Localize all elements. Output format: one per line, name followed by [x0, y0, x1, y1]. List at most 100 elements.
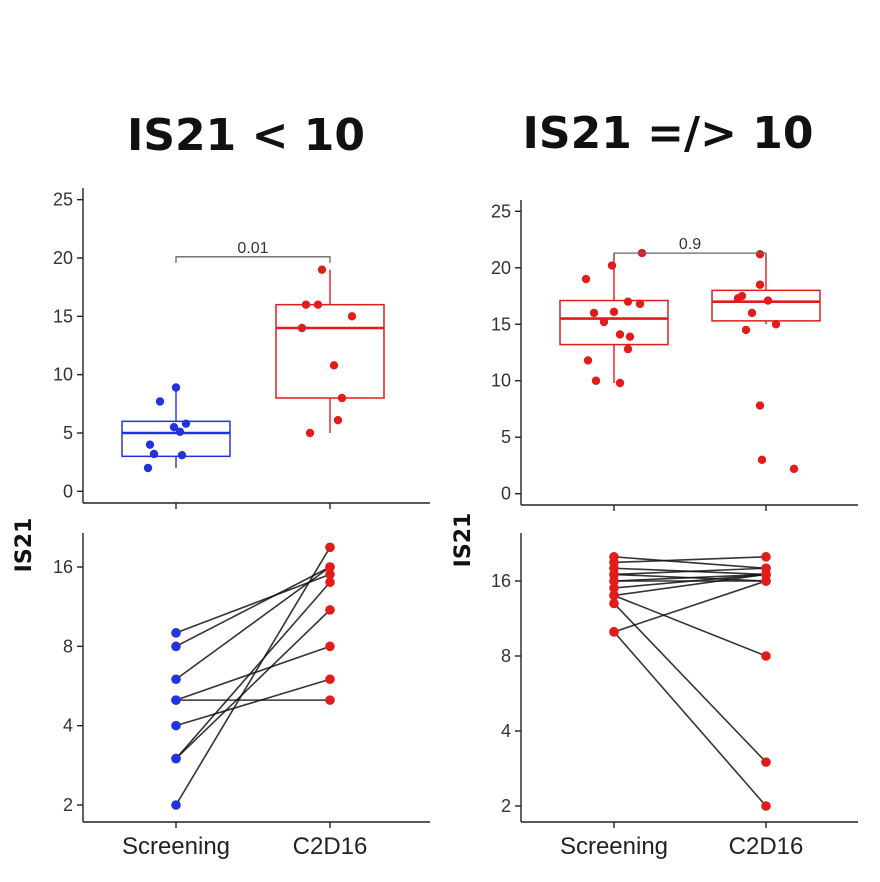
right-paired-point-screening [609, 627, 619, 637]
left-y-tick-label: 15 [53, 306, 73, 326]
left-paired-y-tick-label: 4 [63, 716, 73, 736]
left-point-c2d16 [297, 323, 307, 333]
right-point-c2d16 [771, 320, 781, 329]
right-paired-x-tick-label-c2d16: C2D16 [729, 833, 804, 860]
right-point-screening [591, 376, 601, 385]
left-paired-point-screening [171, 753, 181, 764]
left-point-screening [143, 463, 153, 473]
left-paired-pair-line [175, 566, 331, 680]
right-paired-pair-line [613, 573, 767, 589]
right-paired-point-c2d16 [761, 801, 771, 811]
right-box-screening [559, 253, 669, 383]
right-y-tick-label: 20 [491, 258, 511, 278]
right-paired-pair-line [613, 594, 767, 657]
box-iqr [559, 299, 669, 346]
left-paired-point-c2d16 [325, 542, 335, 553]
left-point-c2d16 [305, 428, 315, 438]
left-paired-y-tick-label: 2 [63, 795, 73, 815]
left-paired-pair-line [175, 573, 331, 634]
left-paired-point-c2d16 [325, 562, 335, 572]
left-paired-point-c2d16 [325, 674, 335, 685]
right-box-c2d16 [711, 254, 821, 325]
left-paired-point-c2d16 [325, 641, 335, 652]
right-title: IS21 =/> 10 [523, 108, 814, 159]
right-point-screening [623, 297, 633, 306]
left-point-screening [171, 383, 181, 392]
left-paired-x-tick-label-screening: Screening [122, 833, 230, 860]
right-point-c2d16 [741, 325, 751, 335]
right-paired-pair-line [613, 573, 767, 597]
left-paired-point-screening [171, 695, 181, 705]
left-p-value: 0.01 [237, 240, 268, 257]
right-paired-point-c2d16 [761, 651, 771, 661]
left-box-c2d16 [275, 269, 385, 433]
left-point-screening [177, 450, 187, 460]
right-paired-point-c2d16 [761, 569, 771, 580]
right-paired-panel: 2 4 8 16 Screening C2D16 [491, 533, 858, 860]
left-paired-point-screening [171, 800, 181, 810]
left-point-screening [155, 397, 165, 406]
right-point-screening [581, 274, 591, 284]
right-point-c2d16 [789, 464, 799, 474]
left-paired-point-screening [171, 674, 181, 685]
right-paired-pair-line [613, 556, 767, 564]
right-point-screening [609, 307, 619, 317]
right-p-value: 0.9 [679, 236, 701, 253]
right-paired-point-c2d16 [761, 757, 771, 767]
left-point-c2d16 [317, 265, 327, 274]
right-point-screening [599, 317, 609, 327]
left-paired-panel: 2 4 8 16 Screening C2D16 [53, 533, 430, 860]
box-iqr [711, 289, 821, 322]
left-point-c2d16 [329, 361, 339, 370]
left-paired-point-c2d16 [325, 569, 335, 580]
left-y-tick-label: 25 [53, 190, 73, 210]
right-paired-y-tick-label: 8 [501, 646, 511, 666]
right-point-c2d16 [763, 296, 773, 305]
right-paired-point-screening [609, 576, 619, 586]
left-paired-pair-line [175, 609, 331, 760]
left-y-tick-label: 5 [63, 423, 73, 443]
right-paired-y-tick-label: 16 [491, 571, 511, 591]
right-point-c2d16 [747, 308, 757, 318]
right-paired-pair-line [613, 631, 767, 807]
right-y-tick-label: 10 [491, 371, 511, 391]
right-point-c2d16 [755, 401, 765, 410]
left-title: IS21 < 10 [127, 110, 365, 161]
right-y-tick-label: 0 [501, 484, 511, 504]
right-paired-pair-line [613, 602, 767, 763]
left-significance-bracket [175, 256, 331, 263]
left-point-c2d16 [313, 300, 323, 309]
left-paired-y-tick-label: 16 [53, 557, 73, 577]
right-point-screening [635, 299, 645, 309]
left-point-screening [149, 449, 159, 459]
right-paired-point-screening [609, 569, 619, 580]
left-paired-x-tick-label-c2d16: C2D16 [293, 833, 368, 860]
left-point-c2d16 [301, 300, 311, 309]
right-point-screening [589, 308, 599, 318]
left-paired-pair-line [175, 678, 331, 727]
right-point-screening [623, 344, 633, 354]
left-paired-point-c2d16 [325, 605, 335, 615]
right-paired-y-tick-label: 4 [501, 721, 511, 741]
right-point-screening [625, 332, 635, 341]
left-paired-y-tick-label: 8 [63, 636, 73, 656]
left-point-screening [181, 419, 191, 428]
left-point-c2d16 [337, 393, 347, 403]
right-significance-bracket [613, 252, 767, 260]
left-box-panel: 0 5 10 15 20 25 0.01 [53, 188, 430, 509]
left-paired-point-c2d16 [325, 695, 335, 705]
left-paired-pair-line [175, 581, 331, 760]
left-paired-pair-line [175, 566, 331, 648]
right-point-screening [615, 330, 625, 339]
left-paired-point-c2d16 [325, 577, 335, 588]
left-point-screening [145, 440, 155, 449]
right-paired-point-screening [609, 590, 619, 601]
right-point-screening [607, 261, 617, 270]
right-paired-pair-line [613, 573, 767, 582]
right-y-tick-label: 15 [491, 314, 511, 334]
right-point-screening [615, 378, 625, 388]
right-y-tick-label: 5 [501, 427, 511, 447]
left-paired-pair-line [175, 546, 331, 806]
left-paired-pair-line [175, 645, 331, 701]
